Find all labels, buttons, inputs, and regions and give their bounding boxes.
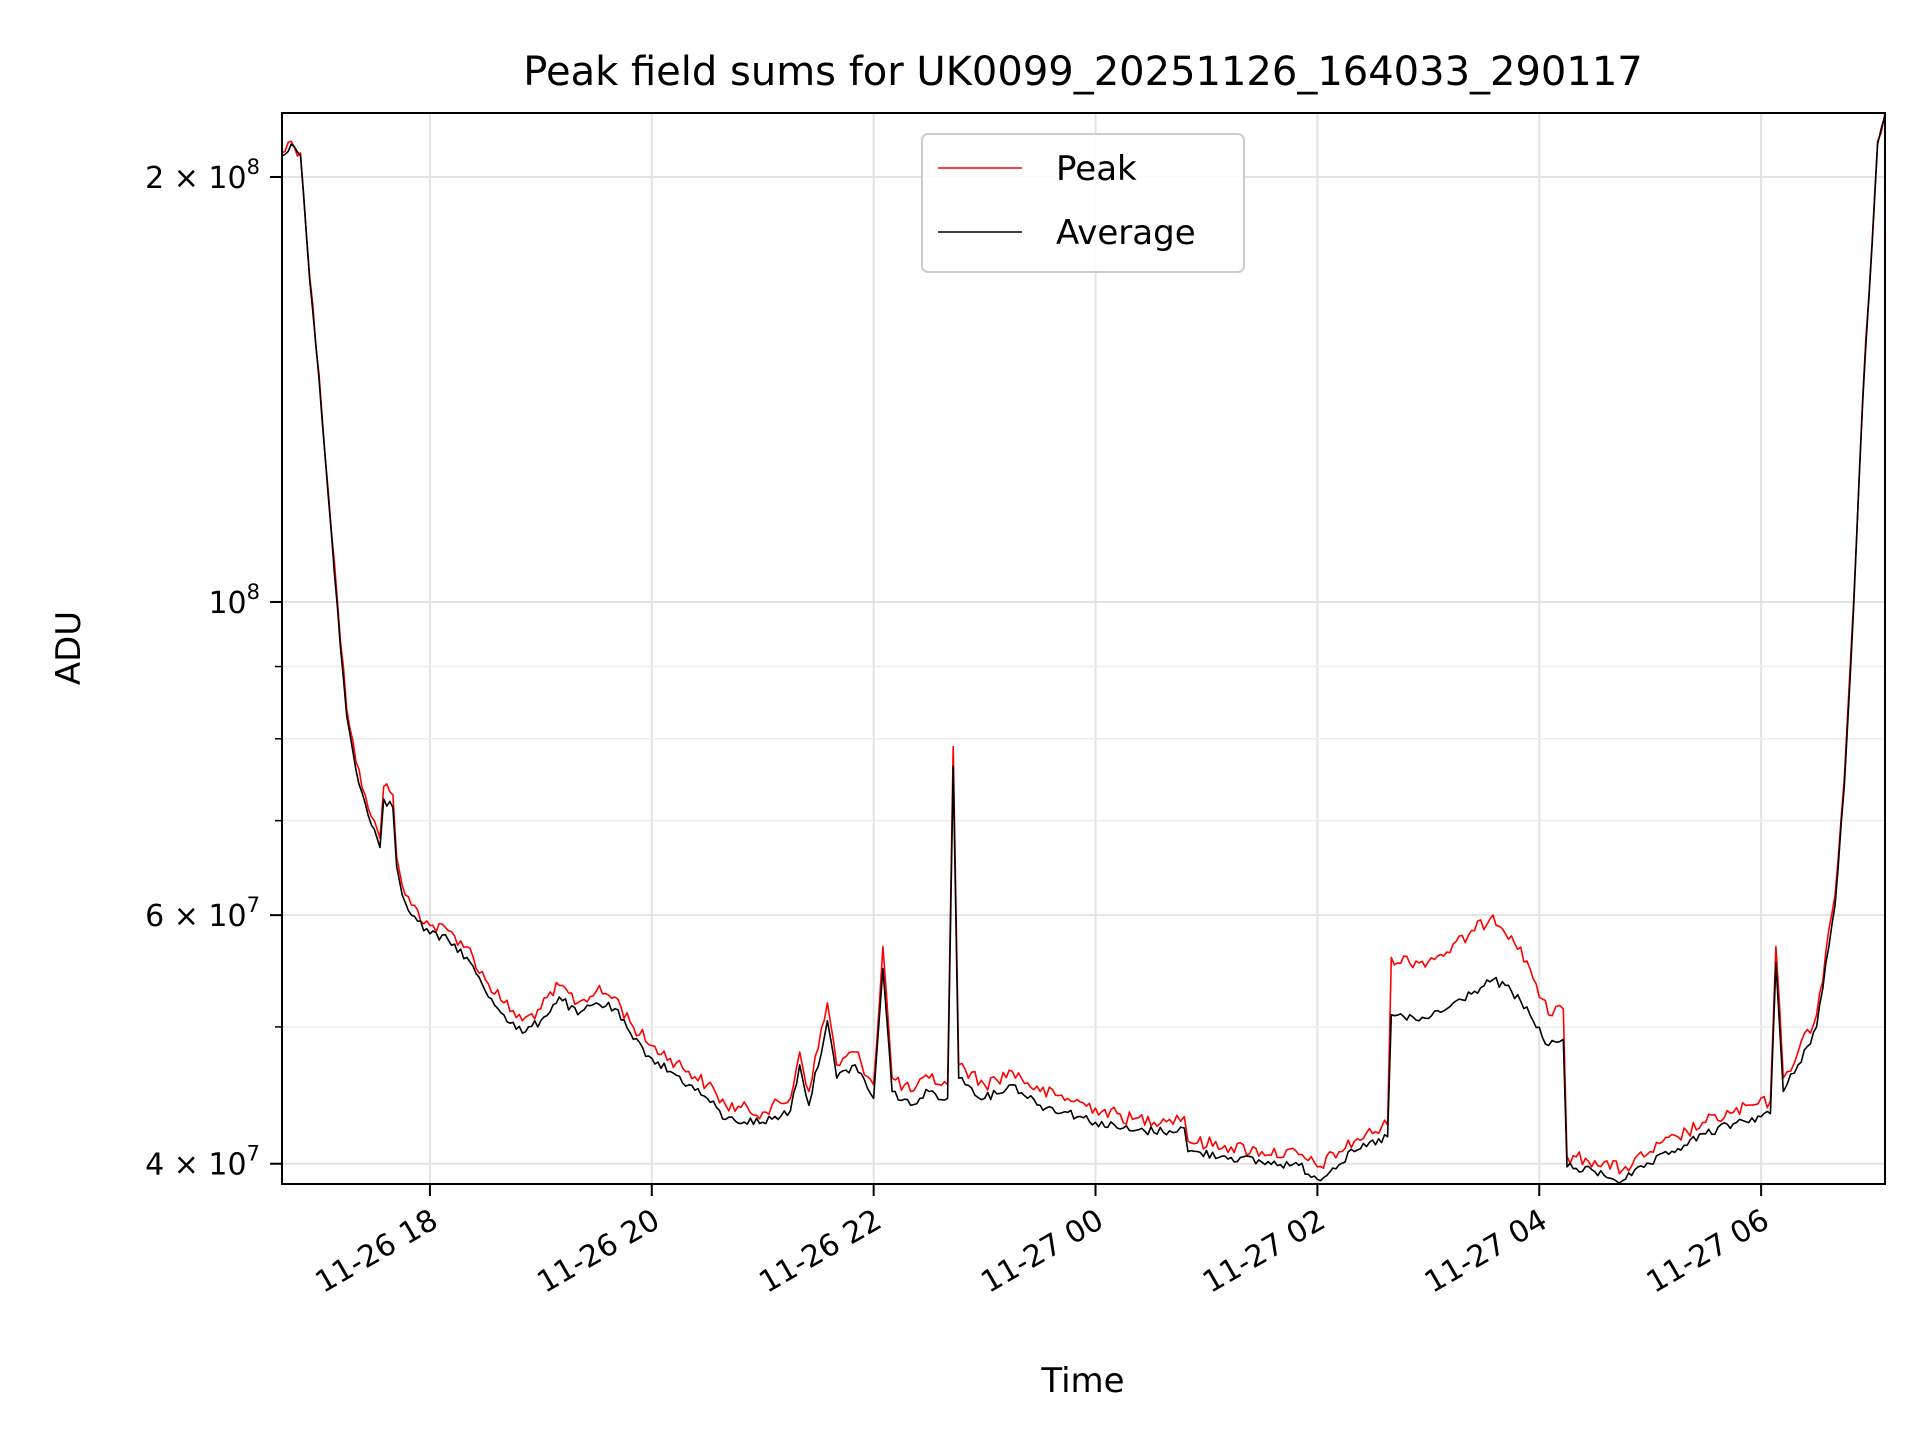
- y-tick-label-exponent: 7: [247, 893, 260, 917]
- y-axis-label: ADU: [49, 611, 89, 685]
- y-tick-label-base: 2 × 10: [145, 161, 246, 196]
- y-tick-label-base: 10: [208, 586, 246, 621]
- y-tick-label-exponent: 8: [247, 580, 260, 604]
- x-axis-label: Time: [1040, 1361, 1124, 1401]
- legend-label-average: Average: [1056, 213, 1196, 253]
- series-line-peak: [281, 112, 1886, 1175]
- y-tick-label-base: 4 × 10: [145, 1148, 246, 1183]
- y-tick-label-2: 108: [208, 580, 260, 621]
- y-tick-label-base: 6 × 10: [145, 899, 246, 934]
- y-tick-label-exponent: 7: [247, 1142, 260, 1166]
- y-tick-label-1: 6 × 107: [145, 893, 260, 934]
- series-layer: [281, 112, 1886, 1185]
- legend-label-peak: Peak: [1056, 149, 1137, 189]
- series-line-average: [281, 115, 1886, 1185]
- plot-frame: [281, 112, 1886, 1185]
- y-tick-label-0: 4 × 107: [145, 1142, 260, 1183]
- legend: Peak Average: [921, 133, 1245, 273]
- y-tick-label-exponent: 8: [247, 155, 260, 179]
- y-tick-label-3: 2 × 108: [145, 155, 260, 196]
- chart-title: Peak field sums for UK0099_20251126_1640…: [523, 49, 1642, 95]
